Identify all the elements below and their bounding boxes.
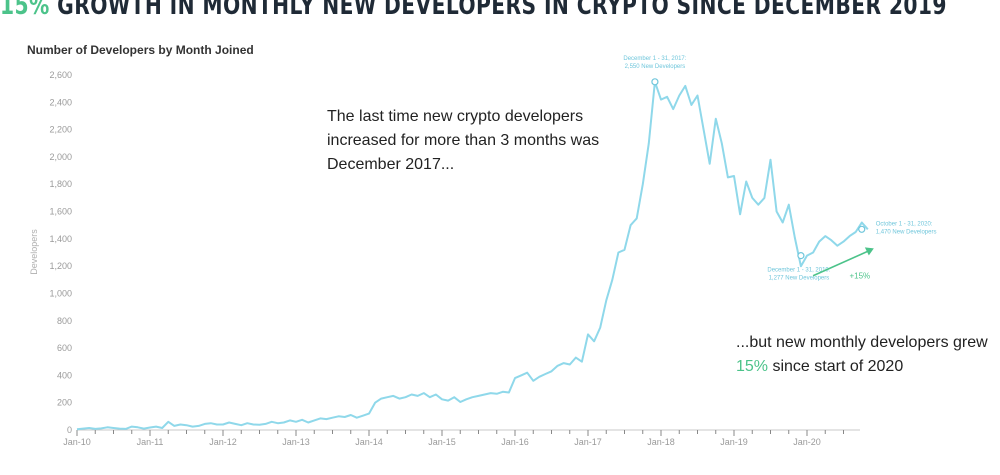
annotation-label: 2,550 New Developers	[625, 64, 686, 70]
y-tick-label: 800	[57, 316, 72, 326]
callout-left: The last time new crypto developers incr…	[327, 108, 600, 173]
x-tick-label: Jan-12	[209, 437, 237, 447]
annotation-label: 1,277 New Developers	[769, 276, 830, 282]
y-axis-label: Developers	[29, 229, 39, 275]
x-tick-label: Jan-13	[282, 437, 310, 447]
callout-right: ...but new monthly developers grew 15% s…	[736, 331, 998, 379]
callout-right-pre: ...but new monthly developers grew	[736, 334, 988, 351]
headline-rest: GROWTH IN MONTHLY NEW DEVELOPERS IN CRYP…	[57, 0, 947, 21]
x-tick-label: Jan-15	[428, 437, 456, 447]
x-tick-label: Jan-17	[574, 437, 602, 447]
growth-label: +15%	[849, 271, 870, 280]
headline: 15% GROWTH IN MONTHLY NEW DEVELOPERS IN …	[0, 0, 947, 21]
annotation-label: December 1 - 31, 2017:	[623, 56, 686, 62]
y-tick-label: 1,400	[49, 234, 72, 244]
y-tick-label: 2,000	[49, 152, 72, 162]
y-tick-label: 1,800	[49, 179, 72, 189]
x-tick-label: Jan-16	[501, 437, 529, 447]
x-tick-label: Jan-14	[355, 437, 383, 447]
x-tick-label: Jan-20	[793, 437, 821, 447]
annotation-marker	[858, 225, 866, 233]
headline-accent: 15%	[0, 0, 50, 21]
y-tick-label: 200	[57, 398, 72, 408]
y-tick-label: 1,600	[49, 207, 72, 217]
y-tick-label: 2,200	[49, 125, 72, 135]
x-tick-label: Jan-10	[63, 437, 91, 447]
x-tick-label: Jan-11	[137, 437, 164, 447]
y-tick-label: 2,400	[49, 97, 72, 107]
annotation-marker	[651, 78, 659, 86]
growth-arrow-head	[864, 247, 874, 256]
callout-right-pct: 15%	[736, 358, 769, 375]
chart-title: Number of Developers by Month Joined	[27, 43, 254, 57]
y-tick-label: 2,600	[49, 70, 72, 80]
y-tick-label: 1,200	[49, 261, 72, 271]
annotation-label: December 1 - 31, 2019:	[767, 268, 830, 274]
annotation-label: October 1 - 31, 2020:	[876, 221, 933, 227]
y-tick-label: 0	[67, 425, 72, 435]
y-tick-label: 1,000	[49, 288, 72, 298]
y-tick-label: 600	[57, 343, 72, 353]
annotation-marker	[797, 252, 805, 260]
annotation-label: 1,470 New Developers	[876, 229, 937, 235]
y-tick-label: 400	[57, 370, 72, 380]
x-tick-label: Jan-18	[647, 437, 675, 447]
growth-arrow-shaft	[812, 249, 871, 277]
x-tick-label: Jan-19	[720, 437, 748, 447]
callout-right-post: since start of 2020	[768, 358, 904, 375]
series-line	[76, 80, 869, 431]
